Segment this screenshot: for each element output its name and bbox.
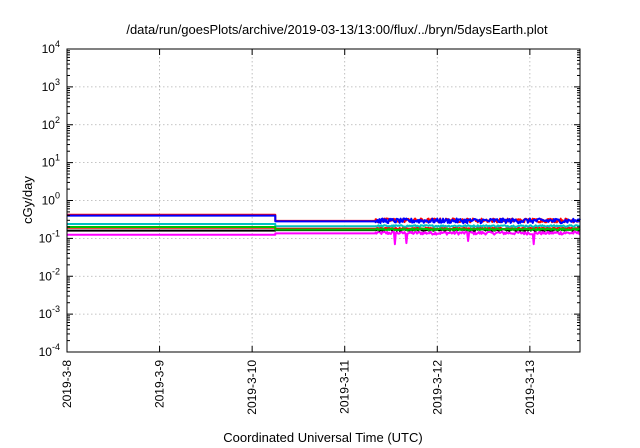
y-tick-label: 101	[42, 153, 60, 170]
series-layer	[67, 213, 581, 246]
grid	[67, 49, 580, 352]
chart-title: /data/run/goesPlots/archive/2019-03-13/1…	[126, 22, 548, 37]
y-tick-label: 10-1	[39, 228, 60, 245]
y-tick-label: 10-2	[39, 266, 60, 283]
y-tick-label: 10-4	[39, 342, 60, 359]
y-axis-label: cGy/day	[20, 176, 35, 224]
x-axis: 2019-3-8 2019-3-9 2019-3-10 2019-3-11 2019-3…	[60, 49, 537, 415]
y-tick-label: 103	[42, 77, 60, 94]
x-tick-label: 2019-3-12	[430, 360, 444, 415]
y-tick-label: 10-3	[39, 304, 60, 321]
series-line-7	[67, 214, 581, 225]
y-tick-label: 102	[42, 115, 60, 132]
x-axis-label: Coordinated Universal Time (UTC)	[223, 430, 422, 445]
series-line-6	[67, 213, 581, 224]
series-line-5	[67, 226, 581, 232]
x-tick-label: 2019-3-10	[245, 360, 259, 415]
x-tick-label: 2019-3-8	[60, 360, 74, 408]
y-tick-label: 100	[42, 191, 60, 208]
y-axis: 104 103 102 101 100 10-1 10-2 10-3 10-4	[39, 39, 580, 359]
series-line-4	[67, 223, 581, 228]
series-line-1	[67, 230, 581, 246]
x-tick-label: 2019-3-11	[338, 360, 352, 414]
y-tick-label: 104	[42, 39, 60, 56]
x-tick-label: 2019-3-9	[153, 360, 167, 408]
x-tick-label: 2019-3-13	[523, 360, 537, 415]
